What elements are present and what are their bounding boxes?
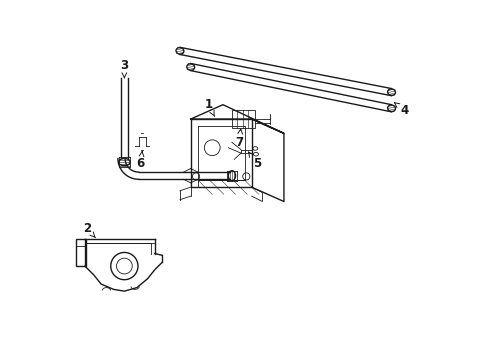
Ellipse shape [252, 147, 257, 150]
Ellipse shape [387, 89, 395, 95]
Text: 5: 5 [248, 152, 261, 170]
Ellipse shape [228, 171, 235, 181]
Circle shape [192, 173, 199, 180]
Text: 7: 7 [235, 129, 243, 149]
Text: 1: 1 [204, 98, 214, 116]
Ellipse shape [253, 152, 258, 156]
Bar [231, 110, 255, 128]
Ellipse shape [186, 64, 194, 70]
Text: 2: 2 [82, 222, 95, 238]
Ellipse shape [176, 48, 183, 54]
Ellipse shape [387, 105, 395, 112]
Text: 6: 6 [136, 152, 144, 170]
Circle shape [242, 173, 249, 180]
Text: 3: 3 [120, 59, 128, 78]
Circle shape [204, 140, 220, 156]
Ellipse shape [119, 158, 130, 166]
Circle shape [110, 252, 138, 280]
Bar [76, 239, 86, 266]
Text: 4: 4 [394, 103, 407, 117]
Circle shape [116, 258, 132, 274]
